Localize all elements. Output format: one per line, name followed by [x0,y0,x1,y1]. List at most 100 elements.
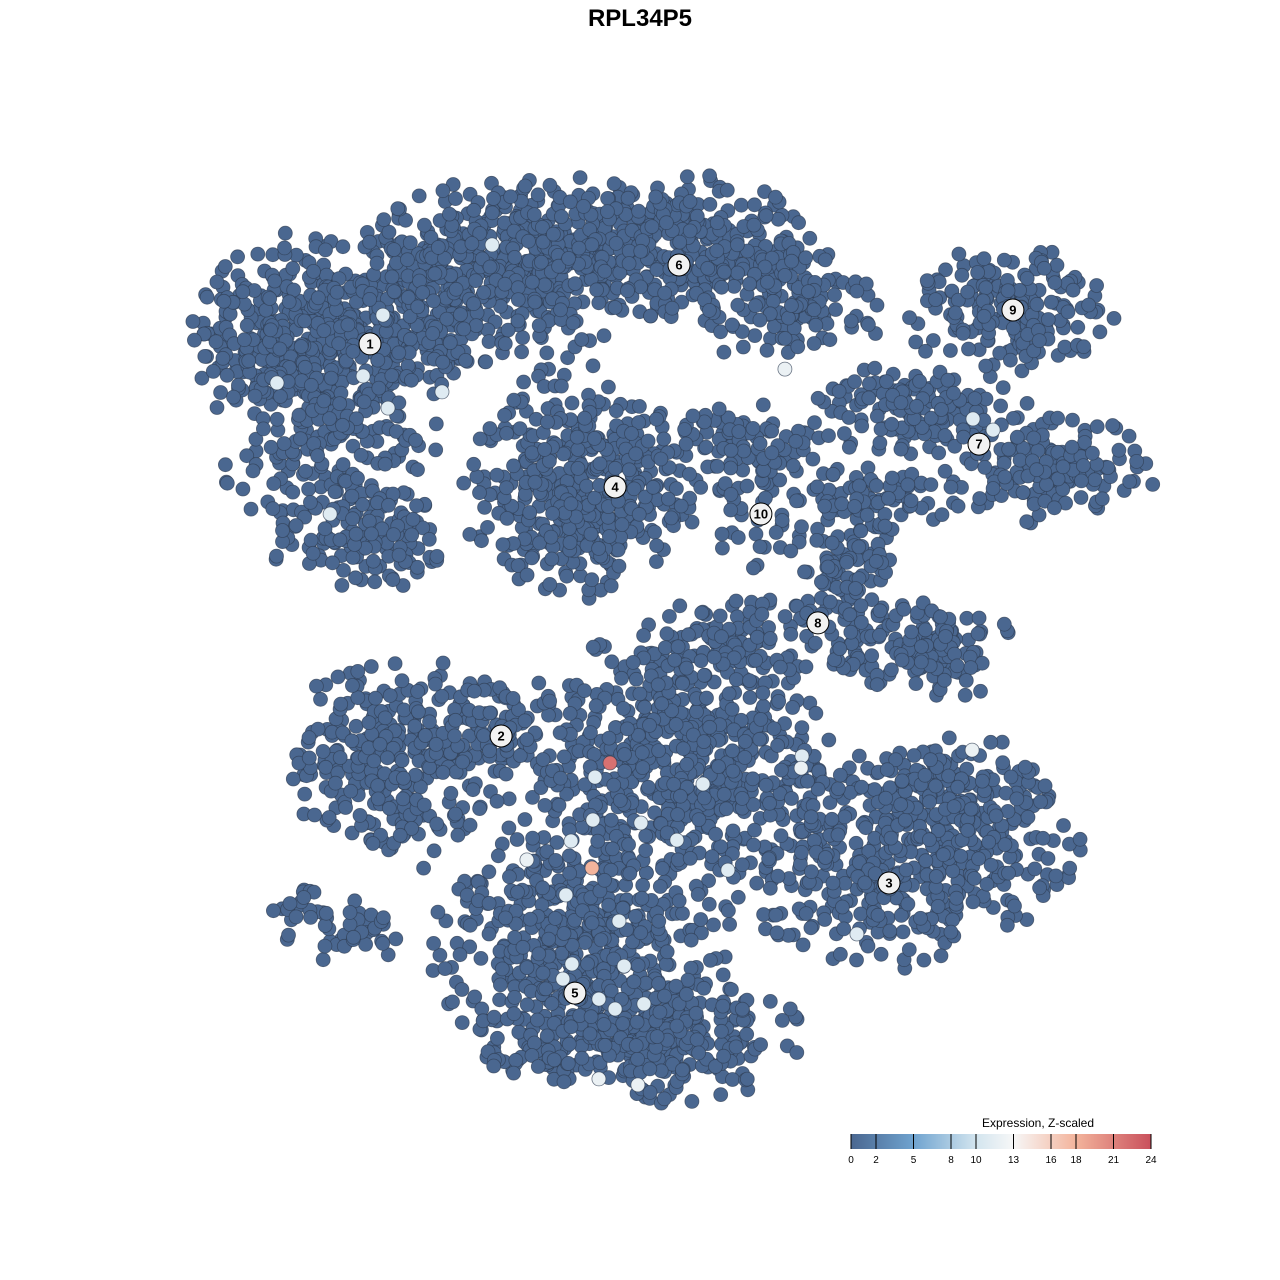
data-point-cluster-3 [749,875,765,891]
data-point-cluster-8 [872,627,887,643]
data-point-cluster-6 [539,345,555,361]
data-point-cluster-7 [985,481,1001,496]
data-point-cluster-6 [777,267,793,283]
data-point-cluster-6 [768,189,783,205]
data-point-cluster-4 [602,529,617,544]
data-point-cluster-1 [236,332,252,348]
data-point-cluster-6 [861,317,876,333]
data-point-cluster-1 [230,249,246,265]
data-point-cluster-5 [642,718,657,733]
data-point-cluster-4 [614,517,630,532]
data-point-cluster-9 [976,251,992,267]
data-point-cluster-1 [377,456,393,472]
data-point-cluster-8 [839,555,855,570]
data-point-cluster-7 [1065,412,1080,428]
data-point-cluster-1 [241,353,257,369]
data-point-cluster-9 [1043,294,1059,310]
data-point-cluster-2 [342,905,358,920]
data-point-cluster-5 [702,719,718,735]
data-point-cluster-6 [828,302,843,317]
data-point-cluster-7 [1094,491,1110,507]
data-point-cluster-3 [798,906,814,921]
data-point-cluster-6 [730,237,745,253]
data-point-cluster-5 [755,685,771,701]
data-point-cluster-9 [1006,320,1021,336]
data-point-cluster-2 [410,704,426,720]
data-point-cluster-9 [996,252,1012,268]
data-point-cluster-1 [263,322,279,338]
data-point-cluster-1 [404,527,420,543]
data-point-cluster-6 [620,283,635,299]
data-point-cluster-6 [554,209,569,225]
data-point-cluster-7 [978,358,994,374]
data-point-cluster-1 [349,411,364,427]
data-point-cluster-1 [306,263,321,279]
data-point-cluster-1 [332,532,348,548]
data-point-cluster-5 [628,671,644,687]
data-point-cluster-1 [350,470,365,486]
data-point-cluster-8 [728,593,744,609]
data-point-cluster-7 [837,426,852,441]
data-point-cluster-4 [554,378,569,394]
data-point-cluster-1 [345,511,361,527]
data-point-cluster-1 [345,550,361,565]
data-point-cluster-10 [710,458,725,474]
data-point-cluster-4 [506,392,522,408]
data-point-cluster-1 [255,421,271,437]
data-point-cluster-6 [478,354,494,370]
data-point-cluster-1 [388,424,404,439]
data-point-cluster-4 [632,398,647,414]
data-point-cluster-5 [794,720,810,735]
data-point-cluster-5 [585,639,601,655]
data-point-cluster-1 [348,570,363,586]
data-point-cluster-3 [730,889,746,905]
data-point-cluster-5 [711,759,726,774]
data-point-cluster-5 [617,747,632,762]
data-point-cluster-8 [820,559,836,575]
data-point-cluster-9 [960,284,975,300]
data-point-cluster-4 [661,491,676,507]
data-point-cluster-7 [909,398,924,414]
data-point-cluster-3 [979,876,995,892]
data-point-cluster-2 [394,673,410,689]
data-point-cluster-8 [712,608,728,624]
data-point-cluster-6 [565,315,581,331]
data-point-cluster-2 [450,827,466,843]
data-point-cluster-1 [325,555,340,571]
data-point-cluster-2 [382,688,398,703]
data-point-cluster-1 [356,394,372,410]
data-point-cluster-2 [395,791,411,807]
data-point-cluster-8 [884,470,900,486]
data-point-cluster-2 [348,718,364,734]
data-point-cluster-2 [321,810,337,825]
data-point-cluster-1 [344,488,360,504]
data-point-cluster-1 [263,439,279,455]
data-point-cluster-1 [285,260,301,276]
data-point-cluster-7 [1073,490,1089,505]
data-point-cluster-3 [851,748,867,764]
data-point-cluster-1 [384,269,400,285]
data-point-cluster-9 [954,267,970,283]
data-point-cluster-8 [817,498,832,514]
data-point-cluster-9 [1029,296,1045,312]
data-point-cluster-6 [537,277,553,293]
data-point-cluster-8 [694,605,710,621]
data-point-cluster-1 [323,370,339,386]
data-point-cluster-8 [963,660,979,675]
data-point-cluster-6 [448,281,464,297]
data-point-cluster-3 [1056,818,1071,833]
data-point-cluster-1 [331,336,347,352]
data-point-cluster-1 [245,463,261,479]
data-point-cluster-1 [429,549,445,564]
data-point-cluster-2 [443,785,459,801]
data-point-cluster-7 [946,385,961,401]
data-point-cluster-1 [410,462,425,478]
data-point-cluster-8 [797,564,812,580]
data-point-cluster-6 [584,237,600,253]
data-point-cluster-8 [971,610,987,626]
data-point-cluster-6 [391,345,407,361]
data-point-cluster-5 [693,653,709,669]
data-point-cluster-6 [849,283,865,299]
data-point-cluster-10 [745,420,761,436]
data-point-cluster-4 [649,538,664,553]
